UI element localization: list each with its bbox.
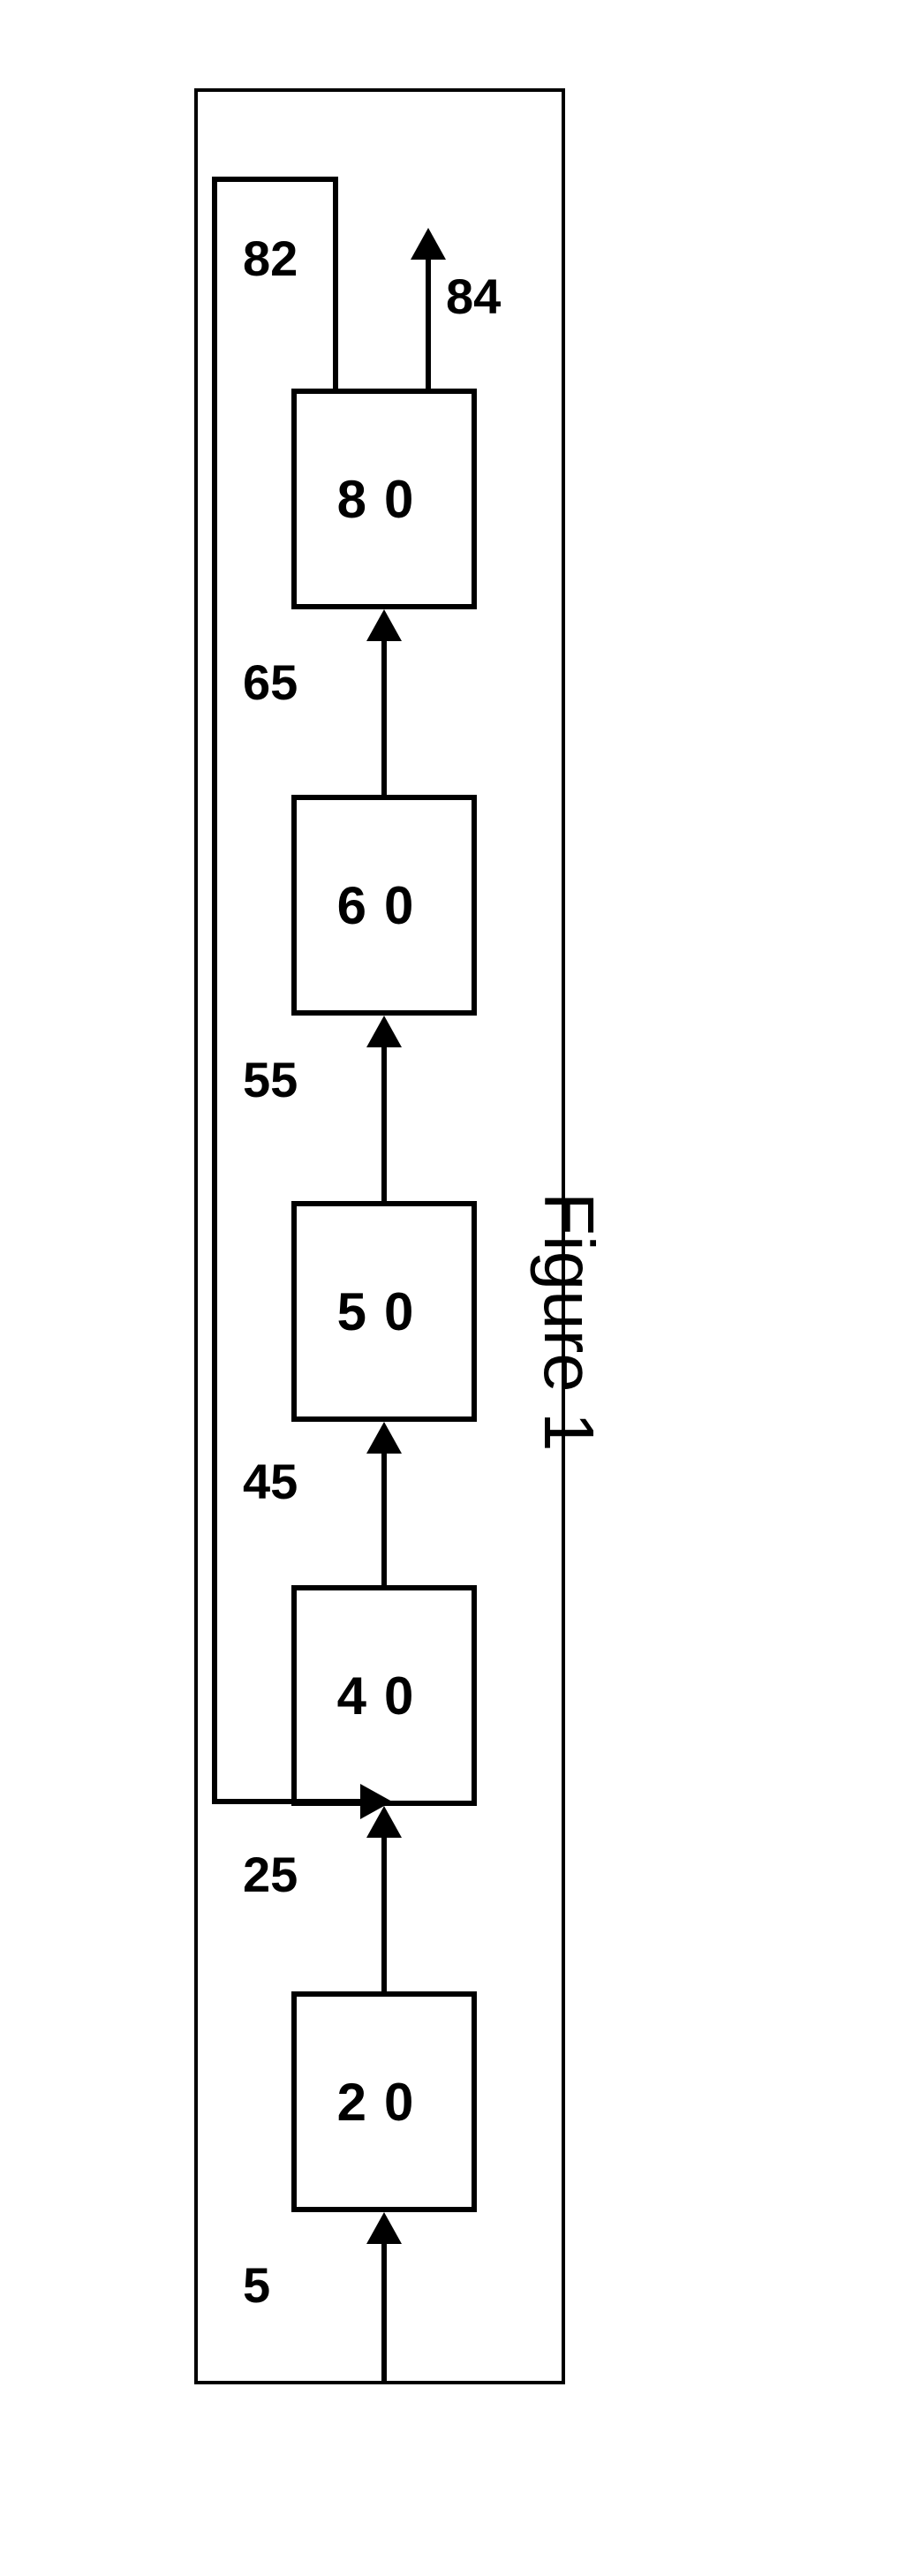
arrow-5-head (366, 2212, 402, 2244)
label-45: 45 (243, 1453, 298, 1510)
feedback-82-up (333, 177, 338, 389)
block-80: 80 (291, 389, 477, 609)
label-25: 25 (243, 1846, 298, 1903)
label-82: 82 (243, 230, 298, 287)
label-65-text: 65 (243, 654, 298, 710)
feedback-82-bottom (212, 1799, 369, 1804)
figure-caption: Figure 1 (528, 1192, 609, 1451)
label-55: 55 (243, 1051, 298, 1108)
label-5-text: 5 (243, 2257, 270, 2313)
label-55-text: 55 (243, 1052, 298, 1107)
label-82-text: 82 (243, 230, 298, 286)
feedback-82-head (360, 1784, 392, 1819)
block-20: 20 (291, 1991, 477, 2212)
arrow-55-head (366, 1016, 402, 1047)
label-25-text: 25 (243, 1847, 298, 1902)
label-84: 84 (446, 268, 501, 325)
feedback-82-left (212, 177, 217, 1802)
block-50: 50 (291, 1201, 477, 1422)
feedback-82-top (212, 177, 338, 182)
block-80-label: 80 (337, 469, 432, 530)
label-45-text: 45 (243, 1454, 298, 1509)
block-50-label: 50 (337, 1281, 432, 1342)
arrow-45-head (366, 1422, 402, 1454)
arrow-65-head (366, 609, 402, 641)
block-60: 60 (291, 795, 477, 1016)
block-40: 40 (291, 1585, 477, 1806)
label-84-text: 84 (446, 268, 501, 324)
label-5: 5 (243, 2256, 270, 2314)
arrow-84-head (411, 228, 446, 260)
block-40-label: 40 (337, 1666, 432, 1726)
block-20-label: 20 (337, 2072, 432, 2133)
label-65: 65 (243, 653, 298, 711)
block-60-label: 60 (337, 875, 432, 936)
arrow-84-line (426, 256, 431, 389)
figure-caption-text: Figure 1 (530, 1192, 608, 1451)
